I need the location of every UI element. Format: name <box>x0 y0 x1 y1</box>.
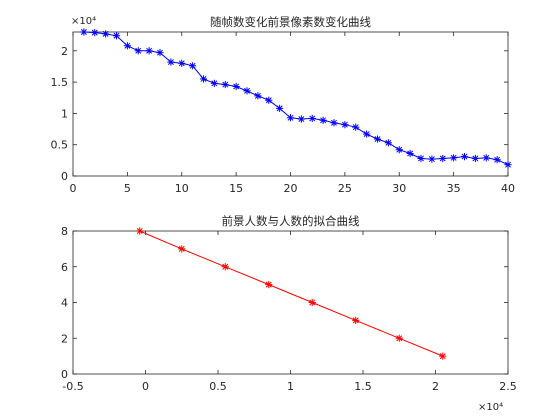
data-point-marker <box>450 154 458 162</box>
x-tick-label: 15 <box>229 182 243 195</box>
data-point-marker <box>471 154 479 163</box>
data-point-marker <box>363 130 371 138</box>
y-tick-label: 1.5 <box>51 76 69 89</box>
data-point-marker <box>352 123 360 131</box>
x-tick-label: 2 <box>432 380 439 393</box>
data-point-marker <box>504 161 512 169</box>
x-tick-label: 35 <box>447 182 461 195</box>
top-y-exponent-label: ×10⁴ <box>71 16 96 27</box>
data-point-marker <box>265 96 273 104</box>
y-tick-label: 6 <box>61 261 68 274</box>
data-point-marker <box>439 352 447 360</box>
data-point-marker <box>417 154 425 163</box>
data-point-marker <box>308 298 316 307</box>
x-tick-label: 1.5 <box>354 380 372 393</box>
data-point-marker <box>189 62 197 70</box>
x-tick-label: 0 <box>70 182 77 195</box>
x-tick-label: 0.5 <box>209 380 227 393</box>
data-point-marker <box>319 116 327 124</box>
data-point-marker <box>395 334 403 342</box>
y-tick-label: 0 <box>61 368 68 381</box>
data-point-marker <box>178 245 186 253</box>
bottom-chart-title: 前景人数与人数的拟合曲线 <box>222 214 360 228</box>
top-chart-title: 随帧数变化前景像素数变化曲线 <box>210 15 371 29</box>
data-point-marker <box>439 154 447 163</box>
data-point-marker <box>460 152 469 161</box>
data-point-marker <box>330 119 338 127</box>
x-tick-label: 30 <box>392 182 406 195</box>
top-plot-area <box>72 31 509 177</box>
x-tick-label: 1 <box>287 380 294 393</box>
data-point-marker <box>276 104 284 112</box>
data-point-marker <box>102 30 110 38</box>
data-point-marker <box>297 115 305 123</box>
data-point-marker <box>308 114 316 122</box>
top-series <box>80 28 512 169</box>
data-point-marker <box>286 114 295 122</box>
x-tick-label: 5 <box>124 182 131 195</box>
data-point-marker <box>406 149 414 158</box>
top-axis-ticks: 0 5 10 15 20 25 30 35 40 0 0.5 1 1.5 2 <box>51 32 515 195</box>
x-tick-label: 20 <box>284 182 298 195</box>
data-point-marker <box>123 42 131 50</box>
data-point-marker <box>167 58 175 66</box>
bottom-series <box>136 227 447 360</box>
data-point-marker <box>373 135 382 143</box>
x-tick-label: 0 <box>142 380 149 393</box>
data-point-marker <box>352 316 360 324</box>
y-tick-label: 0 <box>61 170 68 183</box>
data-point-marker <box>384 139 392 147</box>
data-point-marker <box>395 146 403 154</box>
y-tick-label: 8 <box>61 225 68 238</box>
series-line <box>83 31 509 166</box>
data-point-marker <box>482 154 490 162</box>
data-point-marker <box>156 49 164 57</box>
y-tick-label: 4 <box>61 297 68 310</box>
data-point-marker <box>341 121 349 129</box>
data-point-marker <box>210 79 218 87</box>
x-tick-label: 25 <box>338 182 352 195</box>
data-point-marker <box>134 47 142 55</box>
bottom-x-exponent-label: ×10⁴ <box>478 402 503 413</box>
data-point-marker <box>91 29 99 37</box>
data-point-marker <box>199 75 208 83</box>
y-tick-label: 0.5 <box>51 139 69 152</box>
x-tick-label: 2.5 <box>499 380 517 393</box>
data-point-marker <box>232 82 240 91</box>
y-tick-label: 2 <box>61 332 68 345</box>
data-point-marker <box>136 227 144 235</box>
data-point-marker <box>493 156 501 164</box>
y-tick-label: 1 <box>61 107 68 120</box>
series-line <box>139 230 443 357</box>
data-point-marker <box>243 87 251 95</box>
top-subplot: 随帧数变化前景像素数变化曲线 ×10⁴ 0 5 10 15 20 25 30 35 40 0 0.5… <box>51 15 516 195</box>
data-point-marker <box>112 32 121 40</box>
data-point-marker <box>221 263 229 271</box>
data-point-marker <box>80 28 88 36</box>
data-point-marker <box>178 59 186 67</box>
data-point-marker <box>428 155 436 163</box>
data-point-marker <box>145 47 153 55</box>
y-tick-label: 2 <box>61 45 68 58</box>
x-tick-label: 10 <box>175 182 189 195</box>
data-point-marker <box>254 92 262 100</box>
data-point-marker <box>221 80 229 89</box>
data-point-marker <box>265 281 273 289</box>
x-tick-label: 40 <box>501 182 515 195</box>
x-tick-label: -0.5 <box>62 380 83 393</box>
